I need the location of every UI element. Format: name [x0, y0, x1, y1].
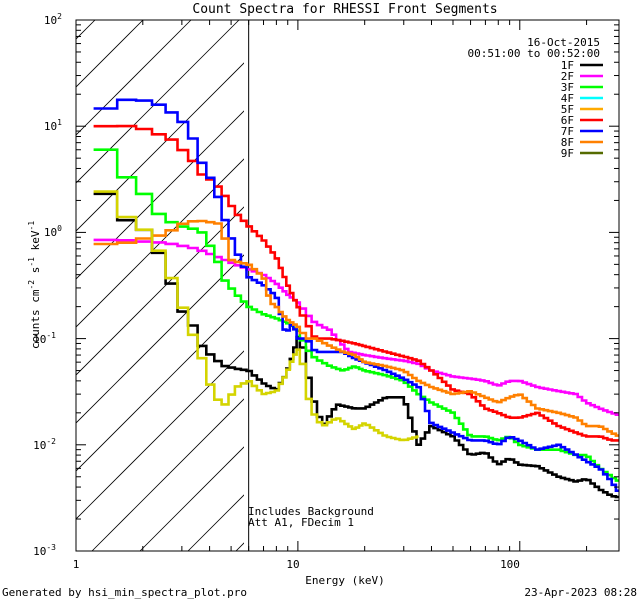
series-7F-line: [93, 98, 619, 492]
y-tick-label-1e0: 100: [44, 224, 62, 239]
axis-ticks: [75, 19, 619, 552]
hatch-line: [76, 20, 240, 184]
hatch-line: [139, 446, 244, 551]
series-6F-line: [93, 124, 619, 442]
date-label: 16-Oct-2015: [527, 36, 600, 49]
legend-label-9F: 9F: [561, 147, 574, 160]
series-2F-line: [93, 238, 619, 416]
legend-label-2F: 2F: [561, 70, 574, 83]
hatch-line: [76, 206, 244, 376]
hatch-line: [76, 20, 96, 40]
chart-title: Count Spectra for RHESSI Front Segments: [192, 2, 497, 17]
hatch-line: [284, 20, 640, 551]
y-tick-label-1e2: 102: [44, 12, 62, 27]
time-range-label: 00:51:00 to 00:52:00: [468, 47, 600, 60]
hatch-line: [91, 398, 244, 551]
y-tick-label-1e1: 101: [44, 118, 62, 133]
legend-label-4F: 4F: [561, 92, 574, 105]
hatch-line: [76, 350, 244, 520]
series-3F-line: [93, 148, 619, 482]
background-annotation: Includes Background: [248, 505, 374, 518]
attenuator-annotation: Att A1, FDecim 1: [248, 516, 354, 529]
hatch-line: [235, 542, 244, 551]
hatch-line: [0, 20, 47, 551]
hatch-line: [76, 62, 244, 232]
legend-label-3F: 3F: [561, 81, 574, 94]
hatch-line: [76, 110, 244, 280]
legend-label-5F: 5F: [561, 103, 574, 116]
legend-label-7F: 7F: [561, 125, 574, 138]
x-tick-label-100: 100: [500, 558, 520, 571]
y-tick-label-1e-2: 10-2: [33, 437, 56, 452]
series-8F-line: [93, 219, 619, 437]
x-axis-label: Energy (keV): [305, 574, 384, 587]
y-tick-label-1e-1: 10-1: [33, 331, 56, 346]
y-tick-labels: 10-3 10-2 10-1 100 101 102: [33, 12, 62, 558]
x-tick-label-1: 1: [73, 558, 80, 571]
series-1F-line: [93, 192, 619, 499]
legend-label-8F: 8F: [561, 136, 574, 149]
series-yellow-line: [93, 190, 419, 442]
footer-generator: Generated by hsi_min_spectra_plot.pro: [2, 586, 247, 599]
x-tick-label-10: 10: [286, 558, 299, 571]
hatch-line: [76, 158, 244, 328]
hatch-line: [76, 302, 244, 472]
footer-timestamp: 23-Apr-2023 08:28: [524, 586, 637, 599]
hatch-line: [332, 20, 640, 551]
y-axis-label: counts cm-2 s-1 keV-1: [27, 221, 42, 349]
y-tick-label-1e-3: 10-3: [33, 543, 56, 558]
hatch-line: [76, 254, 244, 424]
plot-frame: [75, 19, 620, 552]
series-group: [93, 98, 619, 499]
legend-label-6F: 6F: [561, 114, 574, 127]
legend-label-1F: 1F: [561, 59, 574, 72]
